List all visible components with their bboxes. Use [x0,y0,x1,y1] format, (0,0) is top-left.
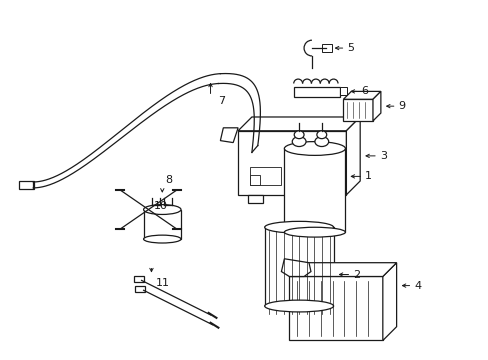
Ellipse shape [264,221,333,233]
Text: 5: 5 [346,43,354,53]
Polygon shape [281,259,310,276]
Text: 3: 3 [379,151,386,161]
FancyBboxPatch shape [135,286,144,292]
Polygon shape [238,117,360,131]
FancyBboxPatch shape [339,87,346,95]
FancyBboxPatch shape [264,227,333,306]
FancyBboxPatch shape [19,181,34,189]
Polygon shape [289,263,396,276]
Ellipse shape [143,235,181,243]
Polygon shape [382,263,396,341]
Text: 10: 10 [153,201,167,211]
Text: 7: 7 [218,96,225,106]
Text: 9: 9 [398,101,405,111]
FancyBboxPatch shape [294,87,339,97]
Text: 1: 1 [365,171,371,181]
Text: 2: 2 [352,270,360,279]
Ellipse shape [314,137,328,147]
Text: 11: 11 [155,278,169,288]
Ellipse shape [143,204,181,215]
Text: 8: 8 [165,175,172,185]
FancyBboxPatch shape [143,210,181,239]
Ellipse shape [284,141,345,156]
Ellipse shape [292,137,305,147]
Polygon shape [343,99,372,121]
Text: 6: 6 [361,86,367,96]
FancyBboxPatch shape [326,195,341,203]
FancyBboxPatch shape [292,167,316,185]
FancyBboxPatch shape [133,276,143,282]
Polygon shape [238,131,346,195]
Polygon shape [220,128,238,143]
Ellipse shape [294,131,304,139]
FancyBboxPatch shape [249,167,281,185]
Text: 4: 4 [413,280,421,291]
Polygon shape [289,276,382,341]
FancyBboxPatch shape [321,44,331,52]
FancyBboxPatch shape [247,195,262,203]
Polygon shape [343,91,380,99]
FancyBboxPatch shape [284,148,345,232]
Circle shape [305,174,317,186]
Ellipse shape [284,227,345,237]
Polygon shape [372,91,380,121]
FancyBboxPatch shape [249,175,259,185]
Ellipse shape [264,300,333,312]
Ellipse shape [316,131,326,139]
Polygon shape [346,117,360,195]
